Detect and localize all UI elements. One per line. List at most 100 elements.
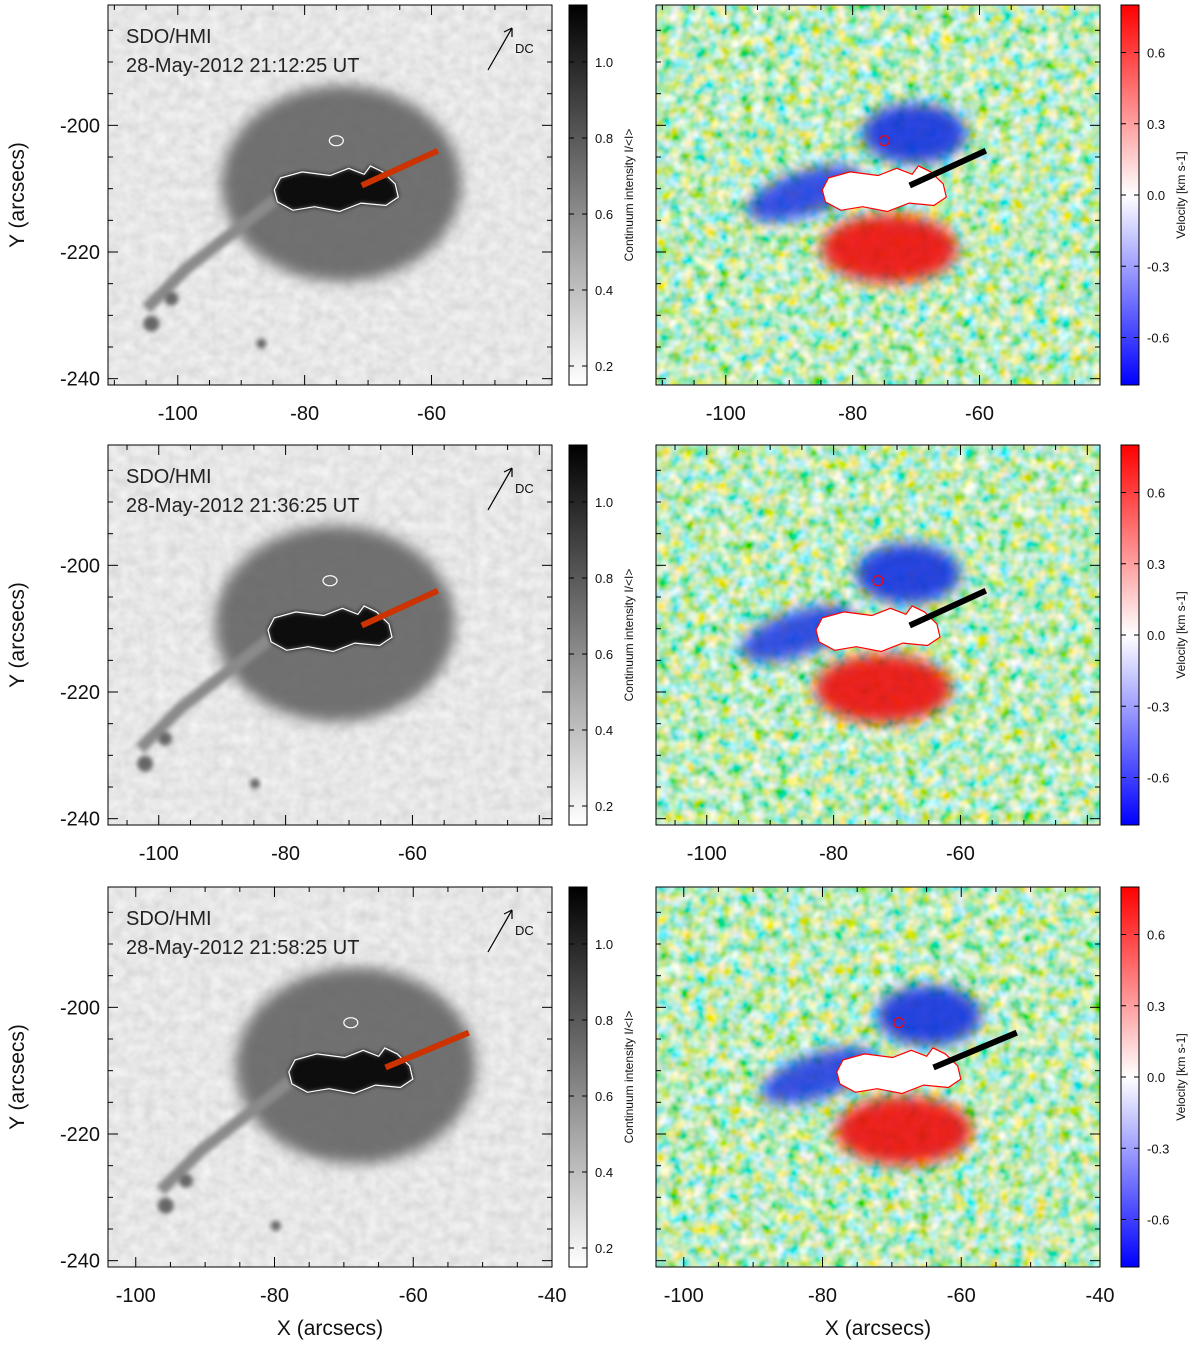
intensity-panel-row3: -100 -80 -60 -40 -200 -220 -240 Y (arcsecs) X (a… <box>6 886 636 1340</box>
colorbar-tick-label: -0.3 <box>1147 1141 1169 1156</box>
colorbar-tick-label: 0.8 <box>595 1013 613 1028</box>
colorbar-tick-label: 0.0 <box>1147 1070 1165 1085</box>
x-tick-label: -100 <box>664 1285 704 1307</box>
blueshift-region <box>862 103 967 164</box>
image-layer <box>656 887 1100 1267</box>
timestamp-label: 28-May-2012 21:58:25 UT <box>126 937 359 959</box>
x-tick-label: -60 <box>398 843 427 865</box>
y-tick-label: -240 <box>60 369 100 391</box>
x-tick-label: -80 <box>838 403 867 425</box>
y-tick-label: -220 <box>60 242 100 264</box>
x-tick-label: -80 <box>260 1285 289 1307</box>
x-axis-label: X (arcsecs) <box>277 1317 383 1340</box>
pore <box>158 731 172 746</box>
colorbar-tick-label: 0.2 <box>595 799 613 814</box>
y-axis-label: Y (arcsecs) <box>6 1024 29 1130</box>
image-layer <box>108 887 552 1267</box>
pore <box>157 1197 174 1214</box>
y-axis-label: Y (arcsecs) <box>6 142 29 248</box>
image-layer <box>656 5 1100 385</box>
umbra <box>274 165 399 212</box>
plot-frame <box>107 4 553 386</box>
y-tick-label: -220 <box>60 682 100 704</box>
colorbar-label: Velocity [km s-1] <box>1174 1033 1188 1120</box>
colorbar-tick-label: 0.6 <box>1147 46 1165 61</box>
colorbar-tick-label: 1.0 <box>595 55 613 70</box>
umbra-mask <box>836 1047 961 1094</box>
colorbar-tick-label: 0.6 <box>1147 928 1165 943</box>
x-tick-label: -60 <box>399 1285 428 1307</box>
plot-frame <box>655 886 1101 1268</box>
colorbar: 0.6 0.3 0.0 -0.3 -0.6 Velocity [km s-1] <box>1120 444 1188 826</box>
redshift-region <box>821 214 958 283</box>
y-tick-label: -200 <box>60 555 100 577</box>
arrow-head <box>503 467 513 477</box>
colorbar-tick-label: 0.4 <box>595 723 613 738</box>
arrow-head <box>503 27 513 37</box>
colorbar-tick-label: 0.8 <box>595 131 613 146</box>
pore <box>270 1220 281 1231</box>
plot-frame <box>655 4 1101 386</box>
colorbar-tick-label: 1.0 <box>595 495 613 510</box>
slit-line <box>360 147 440 189</box>
x-tick-label: -40 <box>1086 1285 1115 1307</box>
light-bridge-filament <box>156 1075 295 1195</box>
plot-frame <box>107 444 553 826</box>
colorbar-tick-label: 0.6 <box>595 1089 613 1104</box>
light-bridge-filament <box>142 193 281 313</box>
x-tick-label: -100 <box>687 843 727 865</box>
y-tick-label: -240 <box>60 1251 100 1273</box>
colorbar: 0.2 0.4 0.6 0.8 1.0 Continuum intensity I/<I> <box>568 4 636 386</box>
umbra-contour <box>267 605 393 653</box>
colorbar-tick-label: 0.6 <box>595 647 613 662</box>
x-tick-label: -60 <box>947 1285 976 1307</box>
small-contour <box>343 1017 359 1029</box>
colorbar-tick-label: -0.6 <box>1147 331 1169 346</box>
colorbar-label: Velocity [km s-1] <box>1174 151 1188 238</box>
umbra-contour <box>821 165 947 213</box>
colorbar-tick-label: 0.8 <box>595 571 613 586</box>
slit-line <box>932 1029 1018 1071</box>
instrument-label: SDO/HMI <box>126 26 212 48</box>
pore <box>137 755 153 772</box>
slit-line <box>360 587 440 629</box>
disk-center-arrow <box>487 467 513 511</box>
umbra <box>288 1047 413 1094</box>
x-tick-label: -100 <box>706 403 746 425</box>
disk-center-label: DC <box>515 481 534 496</box>
x-tick-label: -60 <box>965 403 994 425</box>
disk-center-arrow <box>487 27 513 71</box>
colorbar-tick-label: 0.6 <box>1147 486 1165 501</box>
colorbar-label: Velocity [km s-1] <box>1174 591 1188 678</box>
instrument-label: SDO/HMI <box>126 908 212 930</box>
pore <box>164 291 179 306</box>
instrument-label: SDO/HMI <box>126 466 212 488</box>
plot-frame <box>655 444 1101 826</box>
colorbar-label: Continuum intensity I/<I> <box>622 129 636 262</box>
umbra <box>268 605 392 652</box>
x-tick-label: -60 <box>417 403 446 425</box>
small-contour <box>322 575 338 587</box>
umbra-mask <box>822 165 947 212</box>
slit-line <box>384 1029 470 1071</box>
x-tick-label: -80 <box>808 1285 837 1307</box>
x-tick-label: -100 <box>116 1285 156 1307</box>
pore <box>143 315 160 332</box>
y-axis-label: Y (arcsecs) <box>6 582 29 688</box>
slit-line <box>908 587 988 629</box>
colorbar-tick-label: 0.2 <box>595 359 613 374</box>
velocity-panel-row3: -100 -80 -60 -40 X (arcsecs) 0.6 0.3 0.0 -0.3 -0.… <box>655 886 1188 1340</box>
small-contour <box>328 135 344 147</box>
colorbar-tick-label: 1.0 <box>595 937 613 952</box>
colorbar-tick-label: 0.6 <box>595 207 613 222</box>
image-layer <box>108 5 552 385</box>
timestamp-label: 28-May-2012 21:36:25 UT <box>126 495 359 517</box>
image-layer <box>656 445 1100 825</box>
colorbar-label: Continuum intensity I/<I> <box>622 569 636 702</box>
redshift-region <box>815 654 951 723</box>
colorbar-tick-label: 0.3 <box>1147 999 1165 1014</box>
colorbar: 0.6 0.3 0.0 -0.3 -0.6 Velocity [km s-1] <box>1120 4 1188 386</box>
x-tick-label: -40 <box>538 1285 567 1307</box>
intensity-panel-row2: -100 -80 -60 -200 -220 -240 Y (arcsecs) SDO/HMI… <box>6 444 636 865</box>
